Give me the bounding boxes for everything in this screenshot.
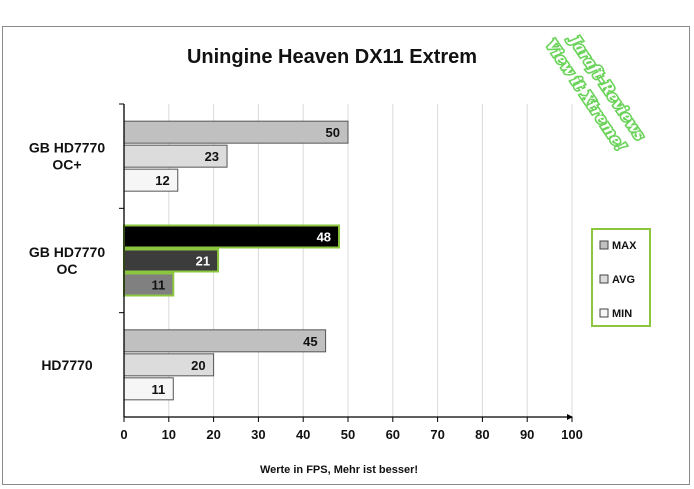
category-label: OC — [57, 261, 78, 277]
x-axis-label: Werte in FPS, Mehr ist besser! — [260, 464, 418, 476]
data-label-min-1: 11 — [152, 278, 166, 293]
data-label-max-1: 48 — [317, 230, 331, 245]
bar-min-1 — [123, 272, 175, 297]
data-label-avg-1: 21 — [196, 254, 210, 269]
bar-max-2 — [123, 329, 327, 353]
x-tick-label: 20 — [206, 427, 220, 442]
data-label-max-2: 45 — [303, 334, 317, 349]
x-tick-label: 80 — [475, 427, 489, 442]
grid-layer — [168, 104, 573, 417]
bar-min-2 — [123, 377, 174, 401]
chart-frame: Uningine Heaven DX11 Extrem 50 23 12 48 21 11… — [2, 26, 690, 485]
category-label: GB HD7770 — [29, 244, 105, 260]
x-tick-label: 60 — [386, 427, 400, 442]
legend-label-avg: AVG — [612, 274, 635, 286]
x-tick-label: 50 — [341, 427, 355, 442]
category-label: HD7770 — [41, 357, 93, 373]
chart-title: Uningine Heaven DX11 Extrem — [187, 46, 477, 68]
x-tick-label: 40 — [296, 427, 310, 442]
axis-layer: 0 10 20 30 40 50 60 70 80 90 100 — [119, 103, 583, 442]
bar-max-0 — [123, 120, 349, 144]
bar-max-1 — [123, 224, 341, 249]
x-tick-label: 100 — [561, 427, 583, 442]
legend-label-max: MAX — [612, 240, 637, 252]
legend: MAX AVG MIN — [591, 228, 651, 327]
data-label-min-2: 11 — [152, 382, 166, 397]
legend-swatch-max — [599, 240, 609, 250]
x-tick-label: 0 — [120, 427, 127, 442]
bar-layer: 50 23 12 48 21 11 45 20 11 — [123, 120, 349, 401]
x-axis-arrow — [567, 414, 573, 420]
data-label-avg-2: 20 — [191, 358, 205, 373]
x-tick-label: 90 — [520, 427, 534, 442]
data-label-avg-0: 23 — [205, 149, 219, 164]
legend-swatch-min — [599, 308, 609, 318]
legend-label-min: MIN — [612, 308, 632, 320]
legend-swatch-avg — [599, 274, 609, 284]
category-label: OC+ — [52, 157, 81, 173]
chart-svg: Uningine Heaven DX11 Extrem 50 23 12 48 21 11… — [29, 29, 651, 476]
x-tick-label: 70 — [430, 427, 444, 442]
data-label-min-0: 12 — [155, 173, 169, 188]
x-tick-label: 30 — [251, 427, 265, 442]
data-label-max-0: 50 — [326, 125, 340, 140]
x-tick-label: 10 — [162, 427, 176, 442]
category-label: GB HD7770 — [29, 140, 105, 156]
watermark-logo: Jaraft-Reviews View it Xtreme! — [540, 29, 650, 157]
